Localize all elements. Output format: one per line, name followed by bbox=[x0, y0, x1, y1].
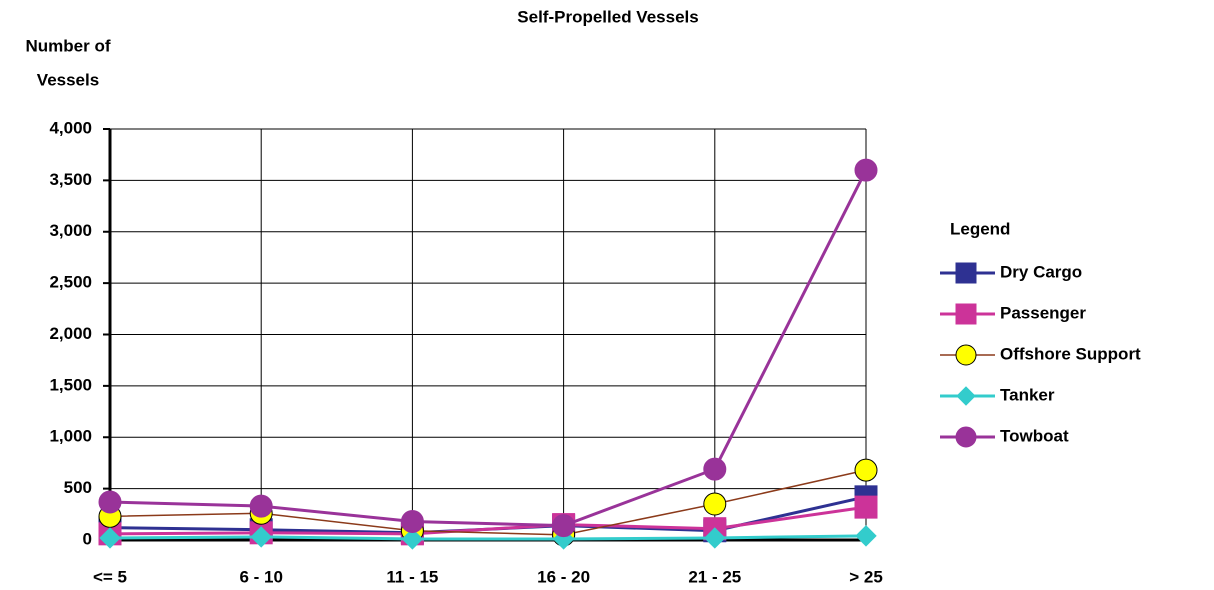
data-point bbox=[854, 458, 878, 482]
series-line bbox=[109, 469, 867, 536]
y-tick-label: 0 bbox=[83, 529, 92, 548]
legend-marker bbox=[955, 426, 977, 448]
legend-label: Towboat bbox=[1000, 426, 1069, 445]
data-point bbox=[854, 495, 878, 519]
data-point bbox=[400, 510, 424, 534]
y-tick-label: 3,500 bbox=[49, 170, 92, 189]
data-point bbox=[854, 158, 878, 182]
data-point bbox=[703, 457, 727, 481]
x-tick-label: 11 - 15 bbox=[386, 567, 438, 586]
y-tick-label: 2,500 bbox=[49, 273, 92, 292]
data-point bbox=[703, 492, 727, 516]
data-point bbox=[99, 527, 121, 549]
series-line bbox=[109, 495, 867, 535]
legend-title: Legend bbox=[950, 219, 1010, 238]
series-line bbox=[109, 169, 868, 528]
x-tick-label: 6 - 10 bbox=[239, 567, 282, 586]
x-tick-label: 16 - 20 bbox=[537, 567, 590, 586]
x-tick-label: <= 5 bbox=[93, 567, 127, 586]
series-line bbox=[109, 505, 867, 536]
y-tick-label: 3,000 bbox=[49, 221, 92, 240]
y-axis-label: Number of bbox=[26, 36, 111, 55]
legend-marker bbox=[955, 344, 977, 366]
data-point bbox=[855, 525, 877, 547]
chart-title: Self-Propelled Vessels bbox=[517, 7, 698, 26]
series-line bbox=[109, 534, 867, 541]
legend-marker bbox=[956, 386, 976, 406]
legend-marker bbox=[955, 303, 977, 325]
x-tick-label: > 25 bbox=[849, 567, 883, 586]
data-point bbox=[98, 490, 122, 514]
legend-label: Dry Cargo bbox=[1000, 262, 1082, 281]
y-tick-label: 1,500 bbox=[49, 375, 92, 394]
y-tick-label: 1,000 bbox=[49, 427, 92, 446]
x-tick-label: 21 - 25 bbox=[688, 567, 741, 586]
legend-label: Tanker bbox=[1000, 385, 1055, 404]
legend-label: Passenger bbox=[1000, 303, 1086, 322]
data-point bbox=[401, 528, 424, 550]
y-tick-label: 2,000 bbox=[49, 324, 92, 343]
data-point bbox=[552, 514, 576, 538]
data-point bbox=[704, 527, 726, 549]
y-tick-label: 4,000 bbox=[49, 118, 92, 137]
data-point bbox=[249, 494, 273, 518]
legend-marker bbox=[955, 262, 977, 284]
data-point bbox=[250, 526, 272, 548]
legend-label: Offshore Support bbox=[1000, 344, 1141, 363]
y-axis-label: Vessels bbox=[37, 70, 99, 89]
y-tick-label: 500 bbox=[64, 478, 92, 497]
